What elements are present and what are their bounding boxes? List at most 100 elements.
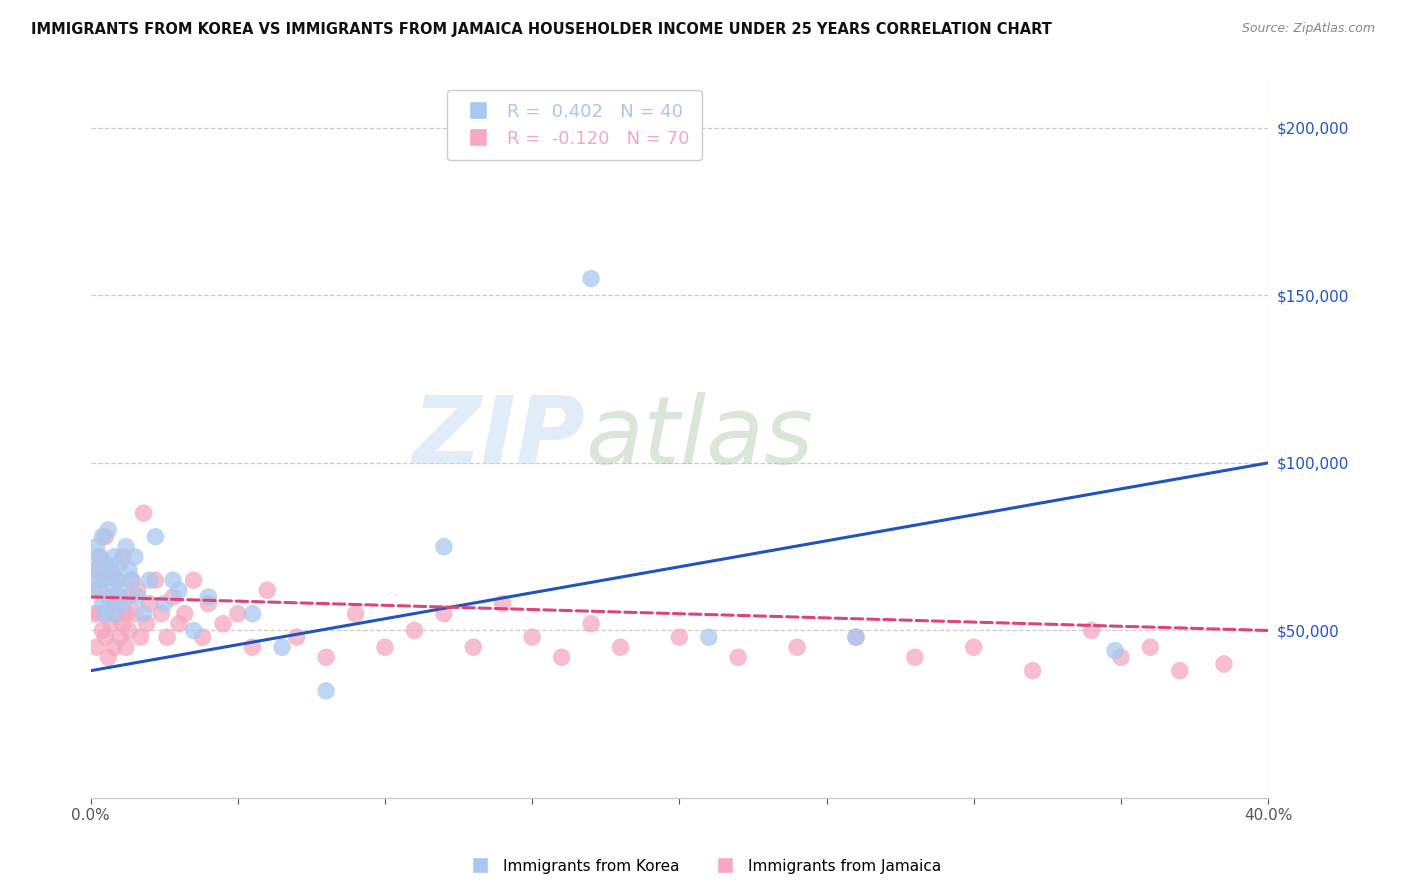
Point [100, 590, 122, 604]
Point [89, 549, 111, 564]
Point [118, 624, 141, 638]
Point [156, 630, 179, 644]
Point [94, 607, 117, 621]
Point [103, 607, 125, 621]
Legend: R =  0.402   N = 40, R =  -0.120   N = 70: R = 0.402 N = 40, R = -0.120 N = 70 [447, 90, 702, 161]
Point [344, 607, 367, 621]
Point [132, 607, 155, 621]
Point [91, 624, 114, 638]
Point [374, 640, 396, 655]
Point [404, 624, 426, 638]
Point [115, 540, 138, 554]
Point [83, 563, 105, 577]
Point [97, 650, 120, 665]
Point [579, 616, 602, 631]
Point [83, 583, 105, 598]
Point [124, 549, 146, 564]
Point [522, 630, 544, 644]
Point [1139, 640, 1161, 655]
Point [103, 597, 125, 611]
Point [167, 583, 190, 598]
Point [108, 630, 131, 644]
Point [86, 573, 108, 587]
Point [91, 597, 114, 611]
Point [609, 640, 631, 655]
Point [111, 616, 134, 631]
Point [697, 630, 720, 644]
Point [86, 563, 108, 577]
Point [271, 640, 294, 655]
Point [1104, 643, 1126, 657]
Point [115, 640, 138, 655]
Point [668, 630, 690, 644]
Point [1021, 664, 1043, 678]
Point [150, 607, 173, 621]
Point [173, 607, 195, 621]
Point [226, 607, 249, 621]
Point [97, 590, 120, 604]
Point [162, 573, 184, 587]
Point [100, 616, 122, 631]
Point [1213, 657, 1236, 671]
Point [183, 573, 205, 587]
Point [94, 630, 117, 644]
Point [91, 530, 114, 544]
Point [845, 630, 868, 644]
Point [97, 573, 120, 587]
Point [86, 540, 108, 554]
Point [433, 540, 456, 554]
Point [111, 549, 134, 564]
Point [153, 597, 176, 611]
Point [904, 650, 927, 665]
Point [242, 640, 264, 655]
Point [845, 630, 868, 644]
Point [100, 563, 122, 577]
Point [197, 590, 219, 604]
Point [550, 650, 572, 665]
Point [315, 650, 337, 665]
Text: IMMIGRANTS FROM KOREA VS IMMIGRANTS FROM JAMAICA HOUSEHOLDER INCOME UNDER 25 YEA: IMMIGRANTS FROM KOREA VS IMMIGRANTS FROM… [31, 22, 1052, 37]
Point [129, 630, 152, 644]
Point [108, 590, 131, 604]
Point [138, 597, 160, 611]
Point [103, 640, 125, 655]
Point [145, 530, 167, 544]
Point [89, 607, 111, 621]
Point [197, 597, 219, 611]
Point [1080, 624, 1102, 638]
Point [191, 630, 214, 644]
Point [138, 573, 160, 587]
Point [242, 607, 264, 621]
Point [1109, 650, 1132, 665]
Point [105, 607, 128, 621]
Point [94, 530, 117, 544]
Point [89, 549, 111, 564]
Point [105, 573, 128, 587]
Point [124, 607, 146, 621]
Point [91, 573, 114, 587]
Point [118, 563, 141, 577]
Point [103, 549, 125, 564]
Point [212, 616, 235, 631]
Point [492, 597, 515, 611]
Point [94, 557, 117, 571]
Point [108, 583, 131, 598]
Point [132, 506, 155, 520]
Point [121, 573, 143, 587]
Point [100, 563, 122, 577]
Point [86, 640, 108, 655]
Point [108, 557, 131, 571]
Point [135, 616, 157, 631]
Point [145, 573, 167, 587]
Point [579, 271, 602, 285]
Point [315, 683, 337, 698]
Text: ZIP: ZIP [412, 392, 585, 483]
Point [1168, 664, 1191, 678]
Point [183, 624, 205, 638]
Point [786, 640, 808, 655]
Text: Source: ZipAtlas.com: Source: ZipAtlas.com [1241, 22, 1375, 36]
Point [285, 630, 308, 644]
Point [105, 573, 128, 587]
Point [89, 583, 111, 598]
Point [115, 607, 138, 621]
